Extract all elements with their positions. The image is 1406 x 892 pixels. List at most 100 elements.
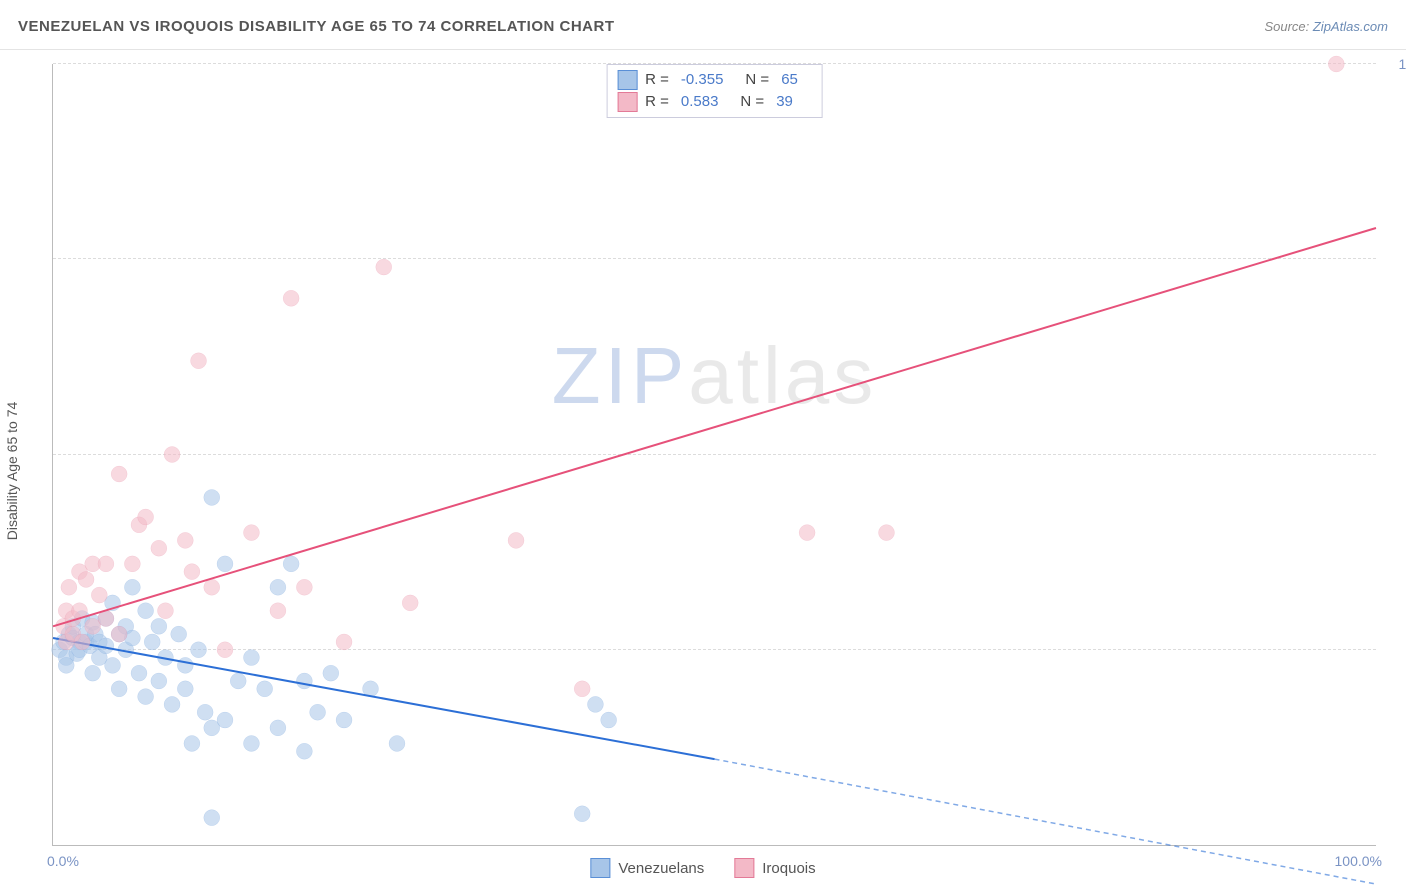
- scatter-point: [283, 290, 299, 306]
- scatter-point: [336, 634, 352, 650]
- scatter-point: [177, 657, 193, 673]
- scatter-point: [310, 704, 326, 720]
- scatter-point: [270, 603, 286, 619]
- scatter-point: [204, 489, 220, 505]
- scatter-point: [574, 681, 590, 697]
- scatter-point: [85, 665, 101, 681]
- scatter-point: [98, 556, 114, 572]
- scatter-point: [243, 650, 259, 666]
- r-value-venezuelans: -0.355: [681, 69, 724, 91]
- n-label-2: N =: [740, 91, 764, 113]
- x-tick-right: 100.0%: [1335, 853, 1382, 869]
- scatter-point: [283, 556, 299, 572]
- scatter-point: [270, 720, 286, 736]
- scatter-point: [138, 689, 154, 705]
- scatter-point: [296, 673, 312, 689]
- source-attribution: Source: ZipAtlas.com: [1264, 19, 1388, 34]
- series-legend: Venezuelans Iroquois: [590, 858, 815, 878]
- legend-item-iroquois: Iroquois: [734, 858, 815, 878]
- scatter-point: [111, 681, 127, 697]
- swatch-venezuelans: [617, 70, 637, 90]
- plot-area: ZIPatlas 25.0% 50.0% 75.0% 100.0% 0.0% 1…: [52, 64, 1376, 846]
- scatter-point: [105, 657, 121, 673]
- scatter-point: [191, 642, 207, 658]
- n-label: N =: [745, 69, 769, 91]
- scatter-point: [230, 673, 246, 689]
- scatter-point: [61, 579, 77, 595]
- plot-wrapper: Disability Age 65 to 74 ZIPatlas 25.0% 5…: [0, 50, 1406, 892]
- scatter-point: [124, 579, 140, 595]
- scatter-point: [184, 735, 200, 751]
- scatter-point: [243, 525, 259, 541]
- source-prefix: Source:: [1264, 19, 1312, 34]
- y-tick-50: 50.0%: [1386, 447, 1406, 463]
- scatter-point: [124, 556, 140, 572]
- scatter-point: [164, 447, 180, 463]
- scatter-point: [151, 618, 167, 634]
- correlation-legend: R = -0.355 N = 65 R = 0.583 N = 39: [606, 64, 823, 118]
- scatter-svg: [53, 64, 1376, 845]
- scatter-point: [151, 540, 167, 556]
- source-link[interactable]: ZipAtlas.com: [1313, 19, 1388, 34]
- scatter-point: [157, 603, 173, 619]
- scatter-point: [204, 810, 220, 826]
- scatter-point: [270, 579, 286, 595]
- scatter-point: [217, 642, 233, 658]
- scatter-point: [131, 665, 147, 681]
- scatter-point: [601, 712, 617, 728]
- scatter-point: [587, 696, 603, 712]
- n-value-iroquois: 39: [776, 91, 793, 113]
- scatter-point: [243, 735, 259, 751]
- chart-header: VENEZUELAN VS IROQUOIS DISABILITY AGE 65…: [0, 0, 1406, 50]
- scatter-point: [197, 704, 213, 720]
- scatter-point: [138, 509, 154, 525]
- legend-label-iroquois: Iroquois: [762, 860, 815, 877]
- scatter-point: [217, 556, 233, 572]
- scatter-point: [74, 634, 90, 650]
- y-tick-25: 25.0%: [1386, 642, 1406, 658]
- scatter-point: [151, 673, 167, 689]
- legend-item-venezuelans: Venezuelans: [590, 858, 704, 878]
- scatter-point: [184, 564, 200, 580]
- scatter-point: [217, 712, 233, 728]
- y-axis-label: Disability Age 65 to 74: [4, 402, 20, 541]
- swatch-venezuelans-bottom: [590, 858, 610, 878]
- scatter-point: [257, 681, 273, 697]
- scatter-point: [138, 603, 154, 619]
- scatter-point: [204, 579, 220, 595]
- scatter-point: [111, 626, 127, 642]
- scatter-point: [144, 634, 160, 650]
- legend-row-venezuelans: R = -0.355 N = 65: [617, 69, 812, 91]
- scatter-point: [376, 259, 392, 275]
- scatter-point: [799, 525, 815, 541]
- r-label: R =: [645, 69, 669, 91]
- scatter-point: [1328, 56, 1344, 72]
- y-tick-75: 75.0%: [1386, 251, 1406, 267]
- scatter-point: [389, 735, 405, 751]
- r-label-2: R =: [645, 91, 669, 113]
- scatter-point: [323, 665, 339, 681]
- regression-line: [53, 228, 1376, 626]
- scatter-point: [296, 743, 312, 759]
- chart-title: VENEZUELAN VS IROQUOIS DISABILITY AGE 65…: [18, 18, 615, 35]
- scatter-point: [402, 595, 418, 611]
- scatter-point: [296, 579, 312, 595]
- n-value-venezuelans: 65: [781, 69, 798, 91]
- scatter-point: [574, 806, 590, 822]
- scatter-point: [508, 532, 524, 548]
- y-tick-100: 100.0%: [1386, 56, 1406, 72]
- scatter-point: [336, 712, 352, 728]
- scatter-point: [191, 353, 207, 369]
- r-value-iroquois: 0.583: [681, 91, 719, 113]
- scatter-point: [171, 626, 187, 642]
- scatter-point: [164, 696, 180, 712]
- x-tick-left: 0.0%: [47, 853, 79, 869]
- swatch-iroquois-bottom: [734, 858, 754, 878]
- legend-row-iroquois: R = 0.583 N = 39: [617, 91, 812, 113]
- scatter-point: [177, 532, 193, 548]
- scatter-point: [878, 525, 894, 541]
- scatter-point: [111, 466, 127, 482]
- scatter-point: [91, 587, 107, 603]
- scatter-point: [177, 681, 193, 697]
- swatch-iroquois: [617, 92, 637, 112]
